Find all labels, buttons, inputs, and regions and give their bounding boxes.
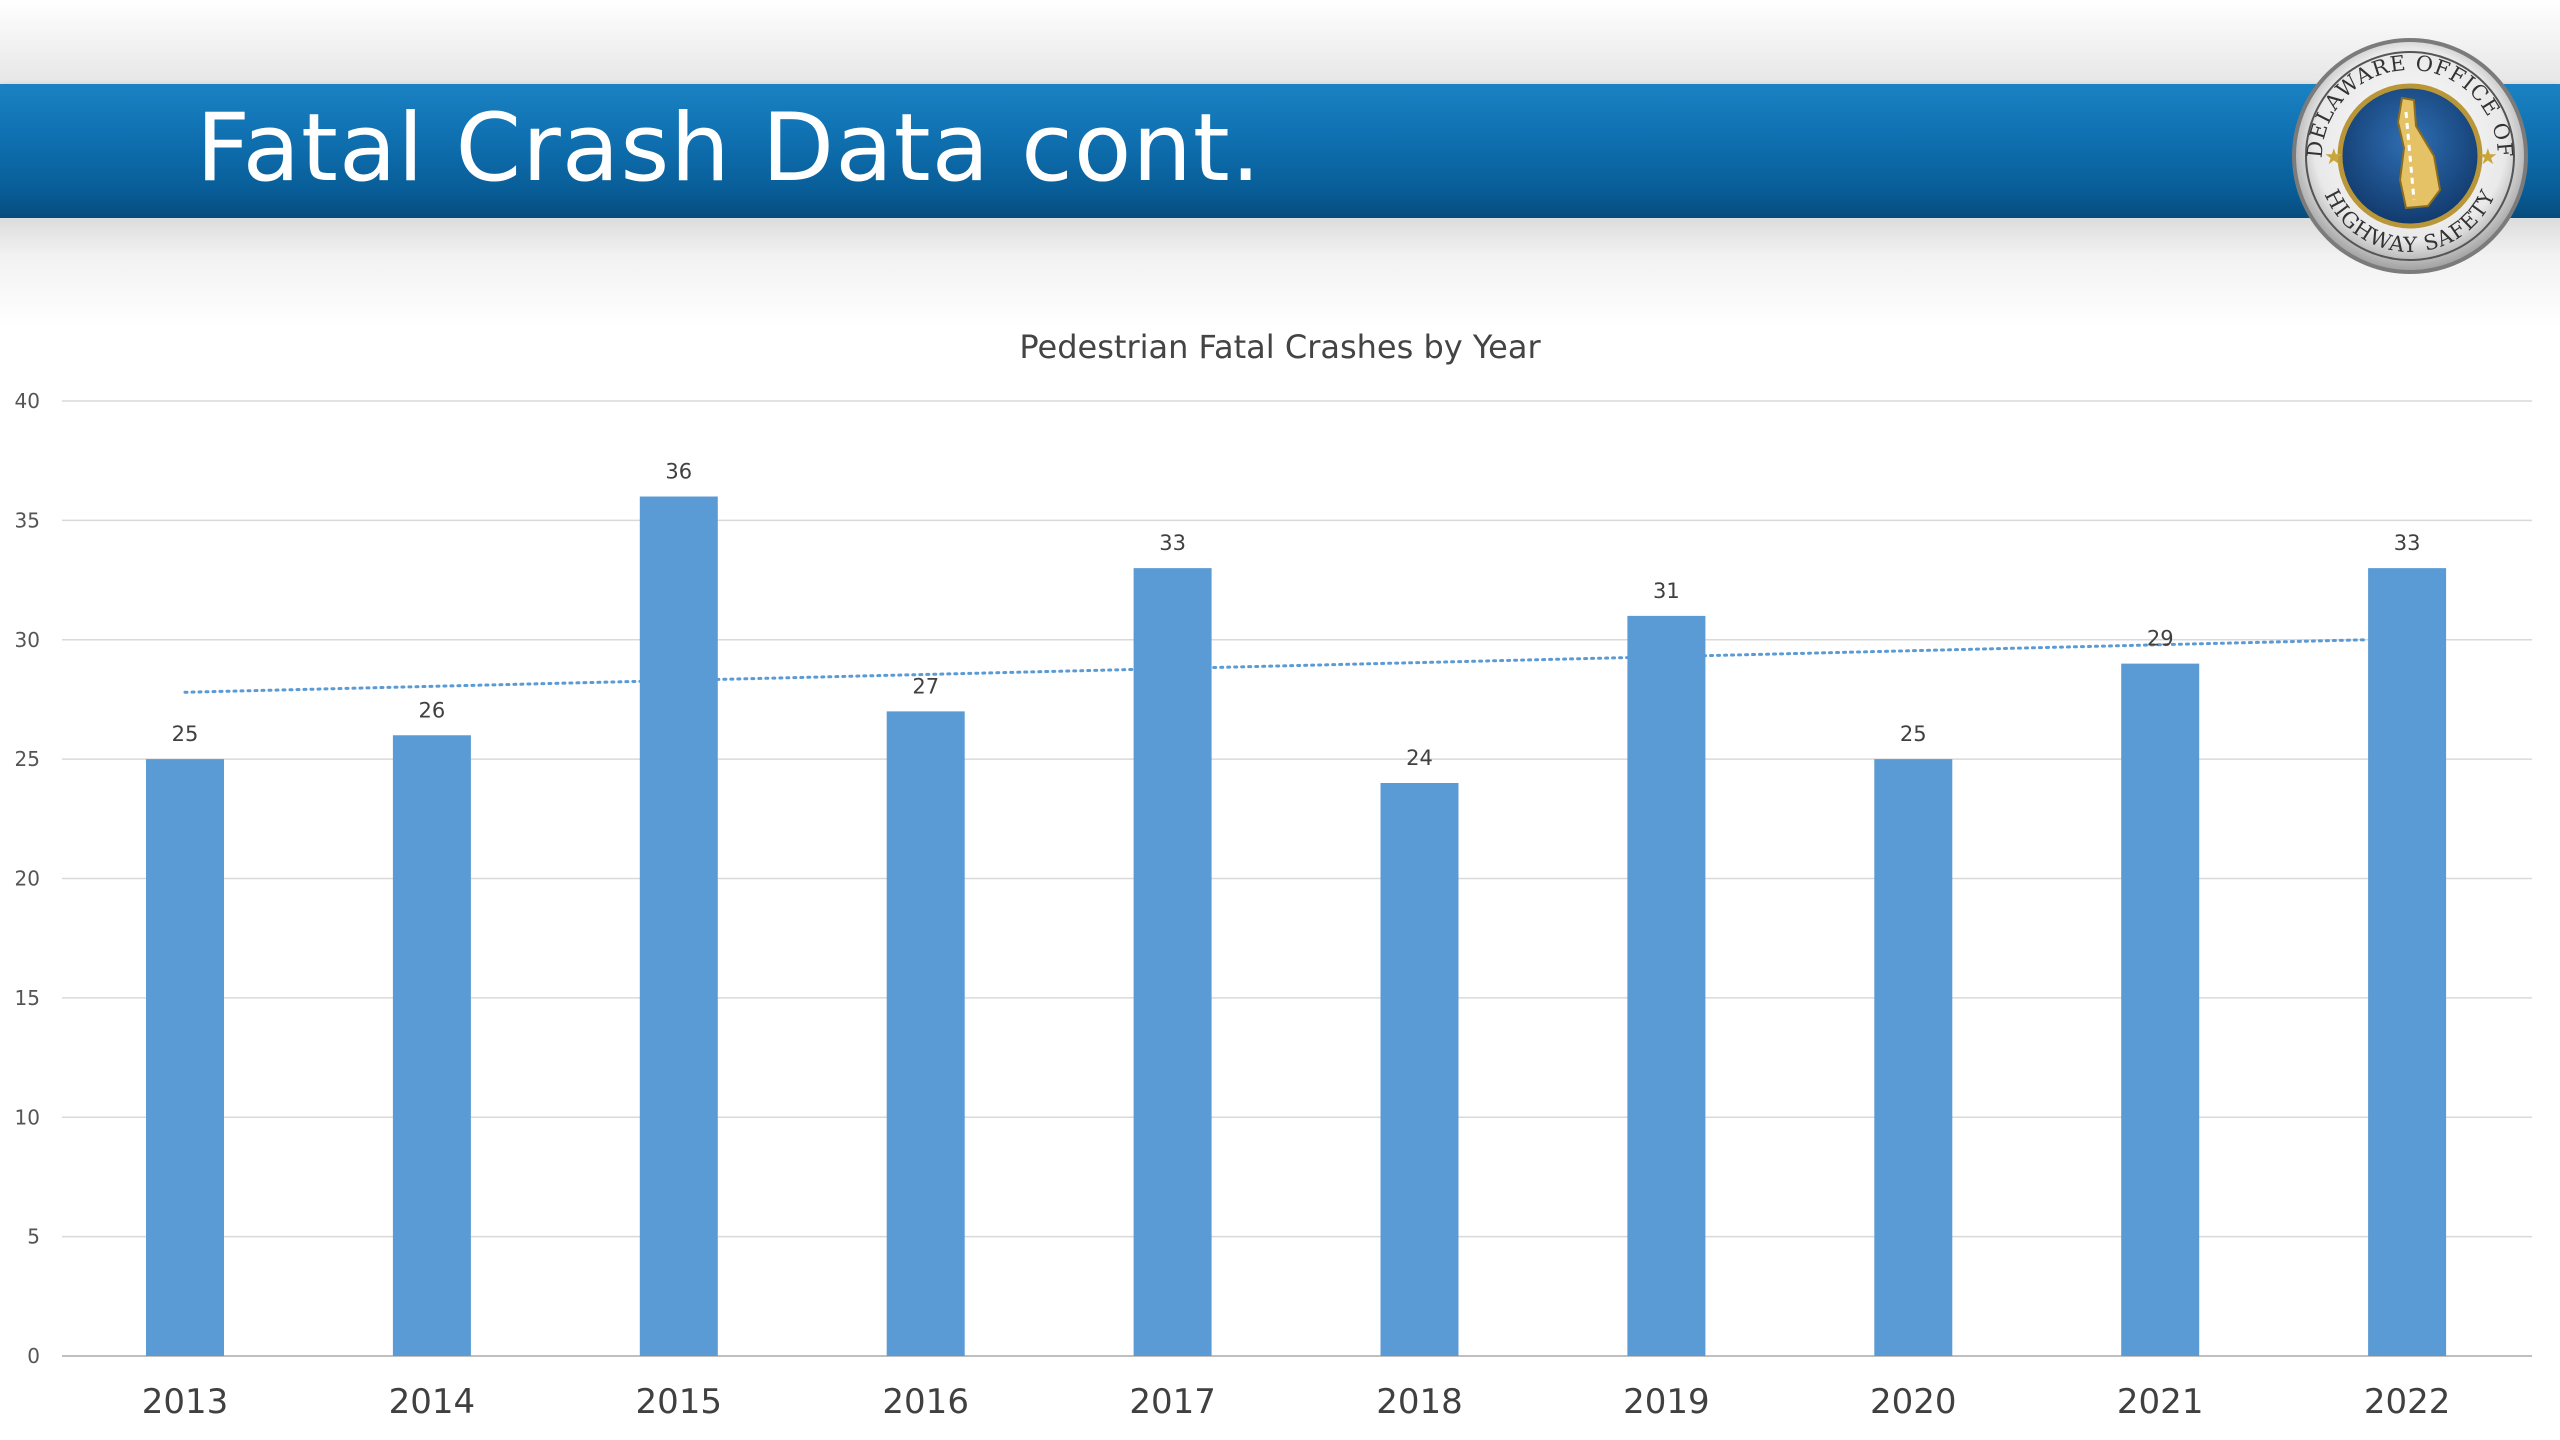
bar bbox=[886, 711, 965, 1356]
x-tick-label: 2021 bbox=[2117, 1382, 2204, 1422]
data-label: 25 bbox=[1900, 722, 1927, 746]
bar bbox=[639, 496, 718, 1356]
x-tick-label: 2018 bbox=[1376, 1382, 1463, 1422]
data-label: 26 bbox=[419, 698, 446, 722]
data-label: 36 bbox=[665, 460, 692, 484]
x-tick-label: 2016 bbox=[882, 1382, 969, 1422]
x-tick-label: 2015 bbox=[636, 1382, 723, 1422]
top-strip bbox=[0, 0, 2560, 84]
bar bbox=[1874, 759, 1953, 1356]
bar bbox=[2121, 663, 2200, 1356]
y-tick-label: 35 bbox=[15, 508, 40, 532]
x-tick-label: 2013 bbox=[142, 1382, 229, 1422]
x-axis-ticks: 2013 2014 2015 2016 2017 2018 2019 2020 2021 2022 bbox=[142, 1382, 2451, 1422]
y-tick-label: 30 bbox=[15, 628, 40, 652]
data-label: 33 bbox=[1159, 531, 1186, 555]
bar bbox=[146, 759, 224, 1356]
trendline bbox=[183, 638, 2369, 694]
data-label: 24 bbox=[1406, 746, 1433, 770]
y-axis-ticks: 0 5 10 15 20 25 30 35 40 bbox=[15, 389, 40, 1368]
y-tick-label: 5 bbox=[27, 1225, 40, 1249]
data-label: 25 bbox=[172, 722, 199, 746]
x-tick-label: 2014 bbox=[389, 1382, 476, 1422]
y-tick-label: 25 bbox=[15, 747, 40, 771]
x-tick-label: 2019 bbox=[1623, 1382, 1710, 1422]
data-label: 29 bbox=[2147, 627, 2174, 651]
slide-title: Fatal Crash Data cont. bbox=[196, 94, 1262, 203]
data-label: 33 bbox=[2394, 531, 2421, 555]
trendline-layer bbox=[183, 638, 2369, 694]
bars bbox=[146, 496, 2447, 1356]
data-label: 27 bbox=[912, 674, 939, 698]
bar bbox=[1133, 568, 1212, 1356]
x-tick-label: 2020 bbox=[1870, 1382, 1957, 1422]
y-tick-label: 0 bbox=[27, 1344, 40, 1368]
bar bbox=[1380, 783, 1459, 1356]
bar bbox=[392, 735, 471, 1356]
svg-text:★: ★ bbox=[2324, 145, 2344, 170]
data-labels: 25 26 36 27 33 24 31 25 29 33 bbox=[172, 460, 2421, 771]
y-tick-label: 40 bbox=[15, 389, 40, 413]
svg-text:★: ★ bbox=[2478, 145, 2498, 170]
data-label: 31 bbox=[1653, 579, 1680, 603]
title-band bbox=[0, 84, 2560, 218]
y-tick-label: 15 bbox=[15, 986, 40, 1010]
y-tick-label: 20 bbox=[15, 867, 40, 891]
title-band-shadow bbox=[0, 218, 2560, 328]
x-tick-label: 2017 bbox=[1129, 1382, 1216, 1422]
chart-title: Pedestrian Fatal Crashes by Year bbox=[1019, 328, 1541, 366]
delaware-highway-safety-seal-icon: ★ ★ DELAWARE OFFICE OF HIGHWAY SAFETY bbox=[2292, 38, 2528, 274]
y-tick-label: 10 bbox=[15, 1105, 40, 1129]
grid bbox=[62, 400, 2532, 1357]
bar bbox=[1627, 615, 1706, 1356]
x-tick-label: 2022 bbox=[2364, 1382, 2451, 1422]
bar bbox=[2368, 568, 2447, 1356]
